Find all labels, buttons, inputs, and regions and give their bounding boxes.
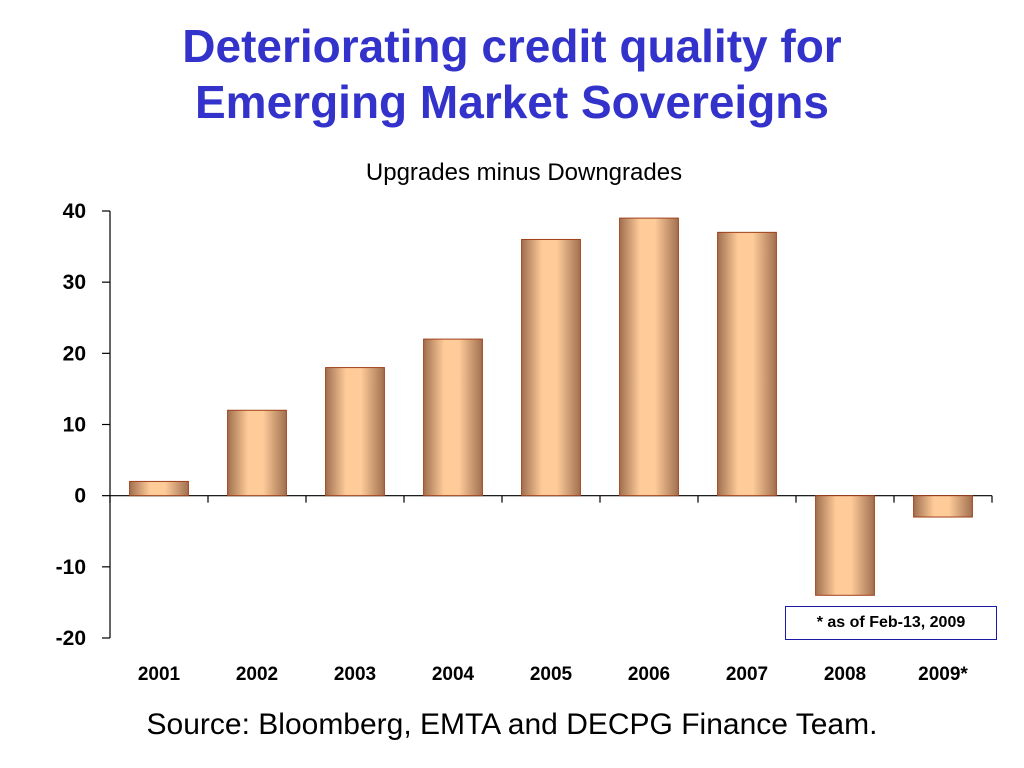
x-tick-label: 2007: [726, 664, 768, 685]
y-tick-labels: 40 30 20 10 0 -10 -20: [56, 200, 86, 650]
bar-2007: [717, 231, 777, 497]
bar-2005: [521, 238, 581, 497]
x-tick-label: 2006: [628, 664, 670, 685]
x-tick-label: 2005: [530, 664, 573, 685]
y-tick-label: 20: [63, 342, 86, 365]
footnote-box: * as of Feb-13, 2009: [785, 606, 997, 640]
y-tick-label: 10: [63, 414, 86, 437]
x-tick-label: 2009*: [918, 664, 968, 685]
bar-2009: [913, 495, 973, 518]
bars: [129, 217, 973, 596]
y-tick-label: -10: [56, 556, 86, 579]
x-tick-label: 2003: [334, 664, 376, 685]
title-line-1: Deteriorating credit quality for: [182, 20, 842, 72]
x-tick-label: 2004: [432, 664, 475, 685]
x-tick-label: 2002: [236, 664, 278, 685]
bar-2001: [129, 480, 189, 497]
bar-2002: [227, 409, 287, 497]
x-tick-label: 2008: [824, 664, 866, 685]
chart-title: Deteriorating credit quality for Emergin…: [0, 18, 1024, 130]
x-tick-label: 2001: [138, 664, 181, 685]
bar-2008: [815, 495, 875, 596]
x-tick-labels: 2001 2002 2003 2004 2005 2006 2007 2008 2009*: [138, 664, 969, 685]
bar-2006: [619, 217, 679, 497]
bar-2004: [423, 338, 483, 497]
y-tick-label: 40: [63, 200, 86, 223]
title-line-2: Emerging Market Sovereigns: [195, 76, 829, 128]
y-tick-label: 30: [63, 271, 86, 294]
y-tick-label: 0: [74, 485, 86, 508]
source-note: Source: Bloomberg, EMTA and DECPG Financ…: [146, 708, 878, 741]
chart-subtitle: Upgrades minus Downgrades: [366, 159, 682, 186]
bar-2003: [325, 367, 385, 497]
y-tick-label: -20: [56, 627, 86, 650]
